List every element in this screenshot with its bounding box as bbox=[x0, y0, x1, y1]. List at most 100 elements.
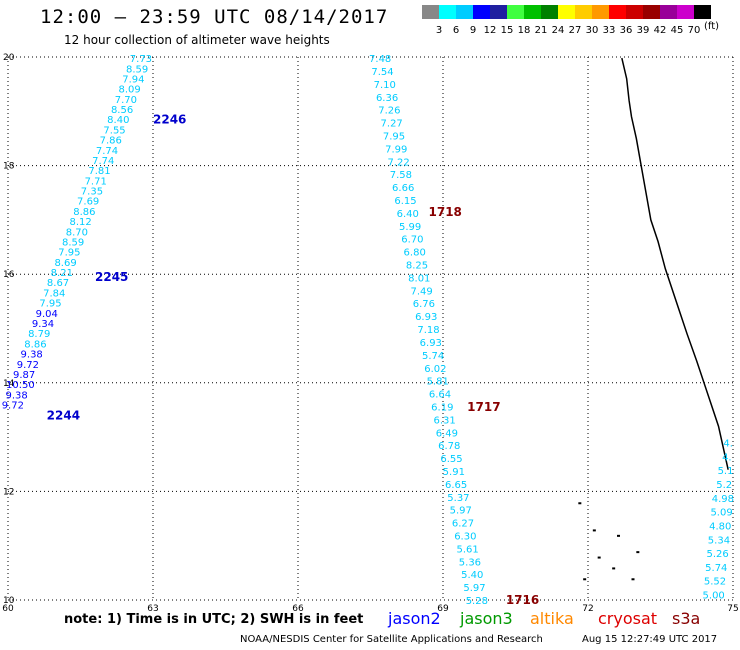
wave-height-value: 9.72 bbox=[2, 401, 24, 412]
wave-height-value: 9.38 bbox=[5, 390, 27, 401]
wave-height-value: 7.95 bbox=[39, 299, 61, 310]
wave-height-value: 5.74 bbox=[422, 351, 444, 362]
wave-height-value: 5.61 bbox=[456, 544, 478, 555]
wave-height-value: 7.81 bbox=[88, 166, 110, 177]
island bbox=[631, 578, 635, 581]
wave-height-value: 8.09 bbox=[118, 85, 140, 96]
wave-height-value: 7.95 bbox=[383, 132, 405, 143]
wave-height-value: 5.1 bbox=[718, 466, 734, 477]
pass-time-label: 1718 bbox=[429, 205, 462, 219]
wave-height-value: 6.19 bbox=[431, 402, 453, 413]
wave-height-value: 9.34 bbox=[32, 319, 54, 330]
scale-label: 42 bbox=[653, 25, 667, 36]
wave-height-value: 8.56 bbox=[111, 105, 133, 116]
wave-height-value: 5.97 bbox=[463, 583, 485, 594]
wave-height-value: 8.40 bbox=[107, 115, 129, 126]
wave-height-value: 6.15 bbox=[394, 196, 416, 207]
wave-height-value: 5.00 bbox=[703, 591, 725, 602]
wave-height-value: 5.2 bbox=[716, 480, 732, 491]
wave-height-value: 7.94 bbox=[122, 74, 144, 85]
wave-height-value: 9.38 bbox=[21, 350, 43, 361]
wave-height-value: 5.97 bbox=[450, 506, 472, 517]
wave-height-value: 6.64 bbox=[429, 390, 451, 401]
generated-timestamp: Aug 15 12:27:49 UTC 2017 bbox=[582, 634, 718, 645]
pass-time-label: 2245 bbox=[95, 270, 128, 284]
wave-height-value: 7.84 bbox=[43, 288, 65, 299]
wave-height-value: 7.58 bbox=[390, 170, 412, 181]
wave-height-value: 4.98 bbox=[712, 494, 734, 505]
wave-height-value: 9.87 bbox=[13, 370, 35, 381]
wave-height-value: 7.86 bbox=[100, 136, 122, 147]
legend-jason2: jason2 bbox=[388, 609, 441, 628]
page-subtitle: 12 hour collection of altimeter wave hei… bbox=[64, 33, 330, 47]
page-title: 12:00 – 23:59 UTC 08/14/2017 bbox=[40, 6, 389, 28]
wave-height-value: 5.26 bbox=[706, 549, 728, 560]
wave-height-value: 4. bbox=[723, 439, 733, 450]
scale-label: 24 bbox=[551, 25, 565, 36]
wave-height-value: 7.22 bbox=[387, 157, 409, 168]
pass-time-label: 2244 bbox=[47, 408, 80, 422]
wave-height-value: 8.86 bbox=[73, 207, 95, 218]
wave-height-value: 8.67 bbox=[47, 278, 69, 289]
wave-height-value: 9.72 bbox=[17, 360, 39, 371]
scale-label: 21 bbox=[534, 25, 548, 36]
wave-height-value: 8.59 bbox=[126, 64, 148, 75]
lon-tick-label: 66 bbox=[292, 604, 304, 614]
wave-height-value: 7.35 bbox=[81, 187, 103, 198]
wave-height-value: 6.65 bbox=[445, 480, 467, 491]
lon-tick-label: 63 bbox=[147, 604, 158, 614]
island bbox=[597, 556, 601, 559]
wave-height-value: 5.52 bbox=[704, 577, 726, 588]
wave-height-value: 7.74 bbox=[92, 156, 114, 167]
lon-tick-label: 60 bbox=[2, 604, 14, 614]
lat-tick-label: 14 bbox=[3, 379, 15, 389]
wave-height-value: 6.02 bbox=[424, 364, 446, 375]
wave-height-value: 5.34 bbox=[708, 535, 730, 546]
scale-label: 70 bbox=[687, 25, 701, 36]
wave-height-value: 6.80 bbox=[404, 248, 426, 259]
wave-height-value: 7.73 bbox=[130, 54, 152, 65]
wave-height-value: 7.10 bbox=[374, 80, 396, 91]
wave-height-value: 7.48 bbox=[369, 54, 391, 65]
legend-jason3: jason3 bbox=[460, 609, 513, 628]
scale-label: 45 bbox=[670, 25, 684, 36]
wave-height-value: 8.01 bbox=[408, 273, 430, 284]
wave-height-value: 6.27 bbox=[452, 519, 474, 530]
footer-note: note: 1) Time is in UTC; 2) SWH is in fe… bbox=[64, 612, 364, 627]
wave-height-value: 8.70 bbox=[66, 227, 88, 238]
wave-height-value: 7.71 bbox=[85, 176, 107, 187]
island bbox=[612, 567, 616, 570]
wave-height-value: 6.78 bbox=[438, 441, 460, 452]
island bbox=[592, 529, 596, 532]
wave-height-value: 8.12 bbox=[70, 217, 92, 228]
wave-height-value: 9.04 bbox=[36, 309, 58, 320]
scale-label: 6 bbox=[452, 25, 460, 36]
wave-height-value: 6.55 bbox=[440, 454, 462, 465]
island bbox=[583, 578, 587, 581]
wave-height-value: 6.93 bbox=[420, 338, 442, 349]
scale-label: 33 bbox=[602, 25, 616, 36]
scale-label: 3 bbox=[435, 25, 443, 36]
wave-height-value: 8.25 bbox=[406, 261, 428, 272]
wave-height-value: 7.99 bbox=[385, 144, 407, 155]
wave-height-value: 4. bbox=[722, 452, 732, 463]
wave-height-value: 8.69 bbox=[54, 258, 76, 269]
lat-tick-label: 10 bbox=[3, 596, 15, 606]
scale-label: 39 bbox=[636, 25, 650, 36]
wave-height-value: 6.70 bbox=[401, 235, 423, 246]
wave-height-value: 6.40 bbox=[397, 209, 419, 220]
scale-label: 30 bbox=[585, 25, 599, 36]
scale-label: 36 bbox=[619, 25, 633, 36]
lat-tick-label: 18 bbox=[3, 162, 15, 172]
legend-s3a: s3a bbox=[672, 609, 701, 628]
wave-height-value: 7.69 bbox=[77, 197, 99, 208]
wave-height-value: 7.70 bbox=[115, 95, 137, 106]
lon-tick-label: 75 bbox=[727, 604, 738, 614]
island bbox=[636, 551, 640, 554]
lat-tick-label: 12 bbox=[3, 487, 14, 497]
wave-height-value: 7.74 bbox=[96, 146, 118, 157]
wave-height-value: 7.27 bbox=[381, 119, 403, 130]
scale-label: 9 bbox=[469, 25, 477, 36]
